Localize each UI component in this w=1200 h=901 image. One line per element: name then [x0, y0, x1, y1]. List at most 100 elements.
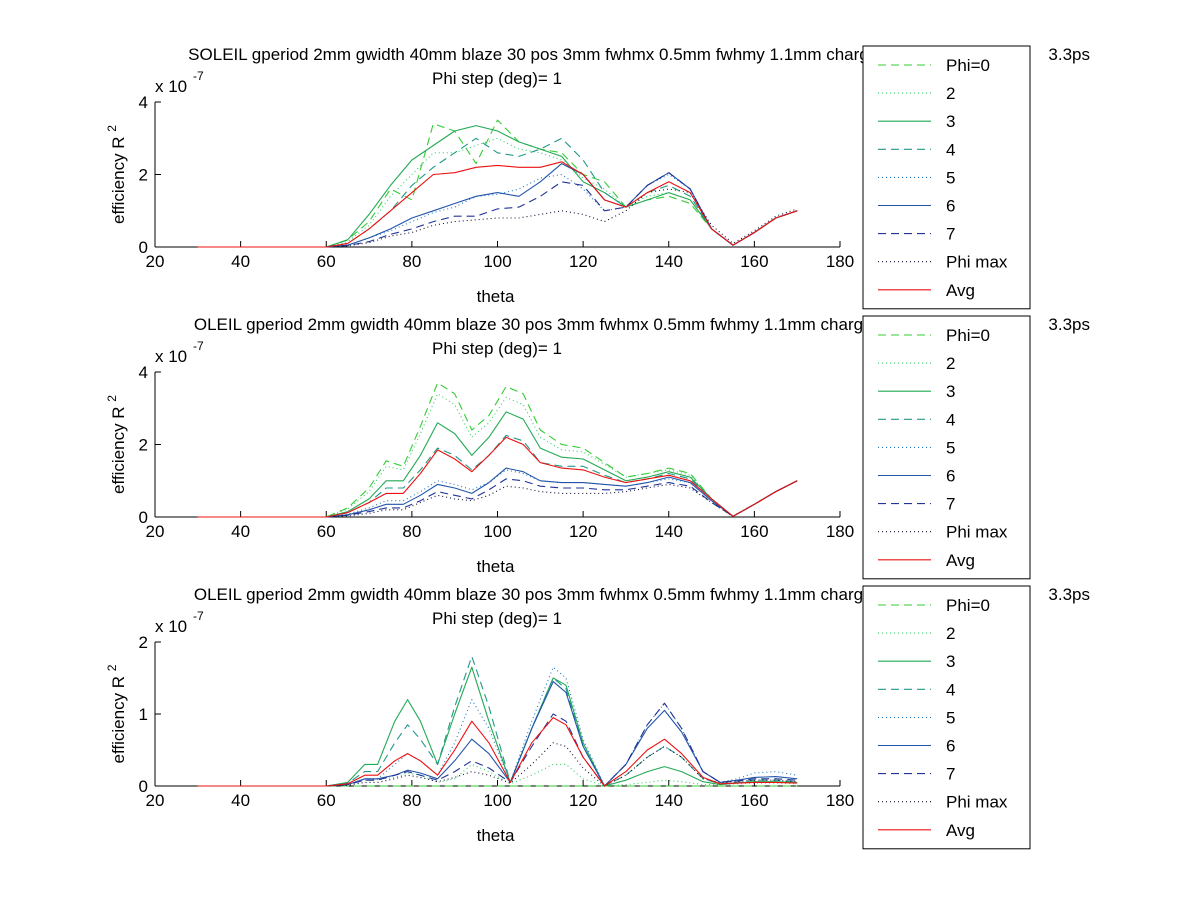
plot-title-suffix: 3.3ps [1048, 585, 1090, 604]
x-tick-label: 100 [483, 791, 511, 810]
x-tick-label: 160 [740, 252, 768, 271]
legend-label: Phi=0 [946, 56, 990, 75]
legend-label: 4 [946, 140, 955, 159]
y-tick-label: 0 [139, 777, 148, 796]
exponent-label: x 10 [155, 347, 187, 366]
legend-label: 6 [946, 467, 955, 486]
legend-label: 7 [946, 765, 955, 784]
legend-label: 7 [946, 495, 955, 514]
legend-label: 2 [946, 624, 955, 643]
series-line-8 [197, 188, 798, 248]
series-line-9 [197, 436, 798, 518]
series-line-6 [197, 163, 798, 248]
plot-subtitle: Phi step (deg)= 1 [432, 339, 562, 358]
x-axis-label: theta [477, 826, 515, 845]
series-line-3 [197, 666, 798, 787]
legend-label: Phi max [946, 523, 1008, 542]
y-tick-label: 0 [139, 508, 148, 527]
legend-label: 7 [946, 225, 955, 244]
series-line-6 [197, 467, 798, 518]
y-tick-label: 2 [139, 633, 148, 652]
y-tick-label: 2 [139, 436, 148, 455]
y-axis-label: efficiency R 2 [105, 125, 128, 224]
x-tick-label: 40 [231, 252, 250, 271]
x-tick-label: 100 [483, 252, 511, 271]
legend-box [862, 315, 1031, 580]
plot-title-suffix: 3.3ps [1048, 45, 1090, 64]
series-line-7 [197, 478, 798, 518]
series-line-9 [197, 717, 798, 787]
legend: Phi=0 2 3 4 5 6 7 Phi max Avg [862, 585, 1031, 850]
series-line-2 [197, 393, 798, 518]
series-line-7 [197, 172, 798, 248]
legend-label: Phi=0 [946, 326, 990, 345]
series-line-4 [197, 434, 798, 518]
x-tick-label: 20 [146, 522, 165, 541]
x-tick-label: 160 [740, 522, 768, 541]
legend-label: 4 [946, 680, 955, 699]
legend-label: 2 [946, 84, 955, 103]
legend: Phi=0 2 3 4 5 6 7 Phi max Avg [862, 315, 1031, 580]
subplot-2: OLEIL gperiod 2mm gwidth 40mm blaze 30 p… [105, 315, 1090, 580]
x-tick-label: 180 [826, 252, 854, 271]
y-axis-label-superscript: 2 [105, 395, 119, 402]
legend-label: 2 [946, 354, 955, 373]
legend-label: 6 [946, 197, 955, 216]
series-line-9 [197, 161, 798, 248]
series-line-5 [197, 173, 798, 248]
x-tick-label: 140 [655, 791, 683, 810]
y-tick-label: 4 [139, 363, 148, 382]
exponent-label: x 10 [155, 77, 187, 96]
x-tick-label: 40 [231, 791, 250, 810]
x-tick-label: 160 [740, 791, 768, 810]
series-line-5 [197, 469, 798, 518]
x-tick-label: 40 [231, 522, 250, 541]
y-axis-label-superscript: 2 [105, 125, 119, 132]
x-axis-label: theta [477, 287, 515, 306]
exponent-label: x 10 [155, 617, 187, 636]
x-tick-label: 60 [317, 791, 336, 810]
x-tick-label: 120 [569, 522, 597, 541]
series-line-7 [197, 702, 798, 787]
plot-title: SOLEIL gperiod 2mm gwidth 40mm blaze 30 … [188, 45, 902, 64]
x-tick-label: 180 [826, 791, 854, 810]
series-line-3 [197, 411, 798, 518]
series-line-4 [197, 655, 798, 787]
plot-title: OLEIL gperiod 2mm gwidth 40mm blaze 30 p… [194, 585, 896, 604]
legend-label: 3 [946, 382, 955, 401]
plot-title: OLEIL gperiod 2mm gwidth 40mm blaze 30 p… [194, 315, 896, 334]
series-line-6 [197, 681, 798, 787]
legend: Phi=0 2 3 4 5 6 7 Phi max Avg [862, 45, 1031, 310]
x-tick-label: 140 [655, 522, 683, 541]
x-tick-label: 60 [317, 522, 336, 541]
legend-label: 5 [946, 168, 955, 187]
x-tick-label: 80 [402, 252, 421, 271]
legend-label: Phi=0 [946, 596, 990, 615]
legend-label: 5 [946, 438, 955, 457]
legend-label: 5 [946, 708, 955, 727]
exponent-superscript: -7 [193, 69, 204, 83]
x-tick-label: 60 [317, 252, 336, 271]
exponent-superscript: -7 [193, 339, 204, 353]
x-tick-label: 120 [569, 252, 597, 271]
legend-label: 4 [946, 410, 955, 429]
legend-label: Avg [946, 821, 975, 840]
x-tick-label: 120 [569, 791, 597, 810]
x-tick-label: 100 [483, 522, 511, 541]
legend-label: Avg [946, 281, 975, 300]
subplot-3: OLEIL gperiod 2mm gwidth 40mm blaze 30 p… [105, 585, 1090, 850]
legend-label: Avg [946, 551, 975, 570]
plot-subtitle: Phi step (deg)= 1 [432, 609, 562, 628]
series-line-5 [197, 666, 798, 787]
plot-subtitle: Phi step (deg)= 1 [432, 69, 562, 88]
x-tick-label: 180 [826, 522, 854, 541]
legend-label: Phi max [946, 253, 1008, 272]
plot-title-suffix: 3.3ps [1048, 315, 1090, 334]
x-tick-label: 20 [146, 791, 165, 810]
y-axis-label: efficiency R 2 [105, 664, 128, 763]
x-axis-label: theta [477, 557, 515, 576]
series-line-1 [197, 119, 798, 248]
legend-label: 6 [946, 737, 955, 756]
legend-label: 3 [946, 652, 955, 671]
